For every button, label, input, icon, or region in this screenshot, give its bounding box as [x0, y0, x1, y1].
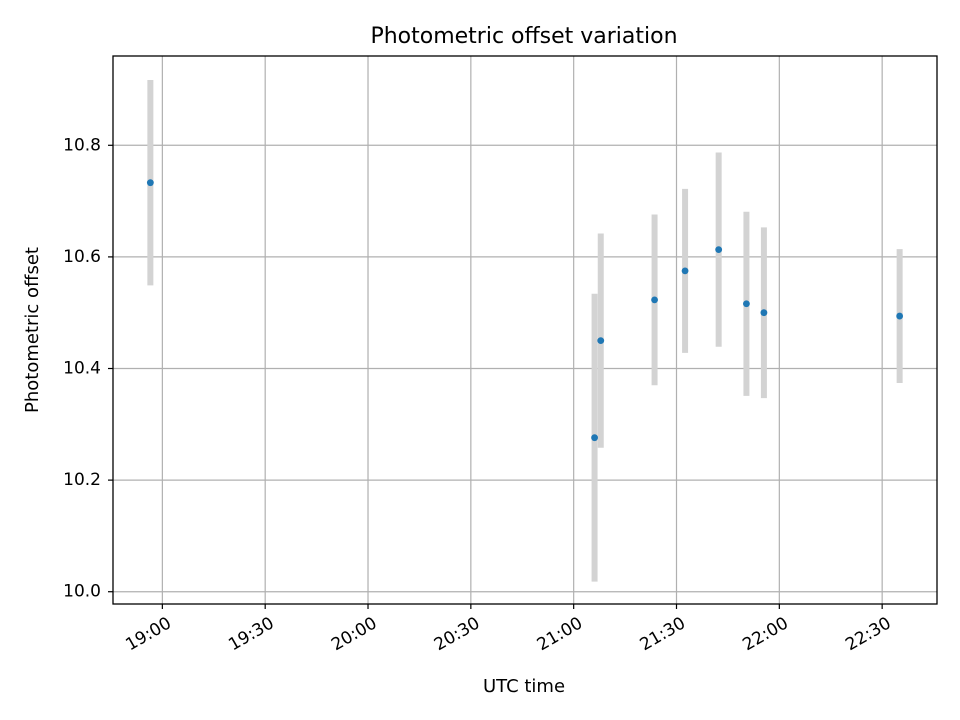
data-point: [743, 300, 750, 308]
error-bars: [147, 79, 903, 582]
data-point: [715, 246, 723, 254]
grid-lines: [113, 56, 937, 604]
x-axis-label: UTC time: [483, 676, 565, 697]
y-tick-label: 10.0: [63, 582, 101, 602]
axis-ticks: 19:00 19:30 20:00 20:30 21:00 21:30 22:00 22:30…: [63, 135, 895, 655]
y-tick-label: 10.4: [63, 359, 101, 379]
plot-frame: [112, 55, 938, 605]
x-tick-label: 19:00: [122, 613, 174, 655]
data-point: [146, 179, 154, 187]
data-point: [651, 296, 658, 304]
y-axis-label: Photometric offset: [22, 247, 43, 413]
data-points: [146, 179, 904, 442]
data-point: [597, 337, 605, 345]
y-tick-label: 10.8: [63, 135, 101, 155]
data-point: [896, 312, 904, 320]
y-tick-label: 10.2: [63, 470, 101, 490]
x-tick-label: 21:00: [534, 613, 586, 655]
x-tick-label: 20:00: [328, 613, 380, 655]
data-point: [591, 434, 598, 442]
y-tick-label: 10.6: [63, 247, 101, 267]
data-point: [760, 309, 768, 317]
chart-title: Photometric offset variation: [370, 24, 677, 49]
x-tick-label: 21:30: [637, 613, 689, 655]
x-tick-label: 20:30: [431, 613, 483, 655]
x-tick-label: 19:30: [225, 613, 277, 655]
data-point: [681, 267, 689, 275]
x-tick-label: 22:00: [739, 613, 791, 655]
x-tick-label: 22:30: [842, 613, 894, 655]
